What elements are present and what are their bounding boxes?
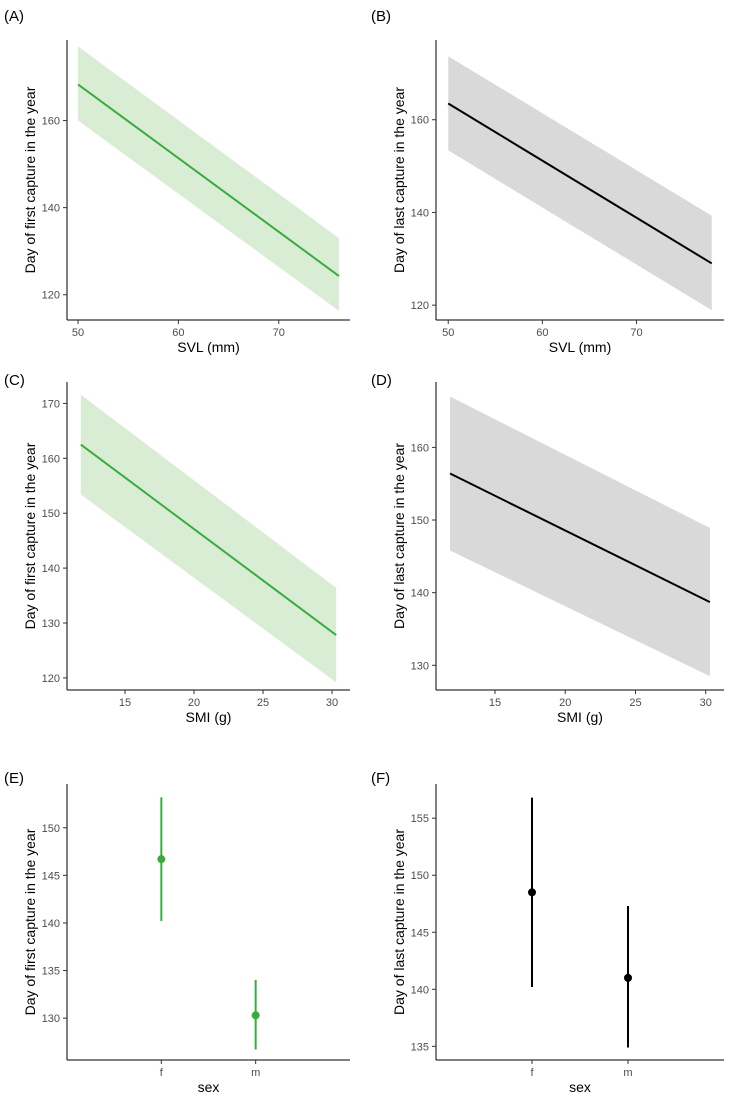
- confidence-band-c: [80, 394, 337, 683]
- y-tick-label: 140: [411, 207, 429, 219]
- x-tick-label: 60: [172, 327, 184, 339]
- x-tick-label: 25: [629, 697, 641, 709]
- fit-line-d: [449, 472, 711, 604]
- point-estimate-e-m: [251, 1011, 260, 1020]
- fit-line-b: [447, 102, 713, 265]
- y-tick-label: 155: [411, 813, 429, 825]
- x-tick-label: 20: [188, 697, 200, 709]
- confidence-band-a: [78, 46, 339, 311]
- y-axis-label-c: Day of first capture in the year: [22, 442, 38, 629]
- y-tick-label: 160: [42, 453, 60, 465]
- x-tick-label: m: [251, 1067, 260, 1079]
- y-axis-label-e: Day of first capture in the year: [22, 828, 38, 1015]
- y-tick-label: 140: [42, 563, 60, 575]
- x-axis-label-a: SVL (mm): [177, 339, 239, 355]
- x-tick-label: 50: [72, 327, 84, 339]
- y-tick-label: 170: [42, 398, 60, 410]
- panel-b: (B) 120 140 160 50 60 70 SVL (mm) Day of last ca…: [371, 8, 724, 355]
- x-axis-label-f: sex: [569, 1079, 591, 1095]
- panel-f: (F) 135 140 145 150 155 f m sex Day of last captu…: [371, 770, 724, 1095]
- y-tick-label: 145: [411, 927, 429, 939]
- y-tick-label: 135: [42, 966, 60, 978]
- x-tick-label: 15: [489, 697, 501, 709]
- y-axis-label-d: Day of last capture in the year: [391, 443, 407, 629]
- panel-title-b: (B): [371, 8, 391, 25]
- x-tick-label: 70: [273, 327, 285, 339]
- panel-d: (D) 130 140 150 160 15 20 25 30 SMI (g) Day of las…: [371, 372, 724, 725]
- panel-a: (A) 120 140 160 50 60 70 SVL (mm) Day of first c…: [4, 8, 350, 355]
- panel-title-f: (F): [371, 770, 390, 787]
- x-tick-label: f: [160, 1067, 164, 1079]
- y-tick-label: 135: [411, 1041, 429, 1053]
- point-estimate-f-f: [528, 888, 536, 897]
- y-tick-label: 140: [42, 918, 60, 930]
- panel-title-c: (C): [4, 372, 25, 389]
- x-tick-label: 15: [119, 697, 131, 709]
- y-tick-label: 120: [411, 300, 429, 312]
- y-axis-label-f: Day of last capture in the year: [391, 829, 407, 1015]
- y-tick-label: 140: [411, 984, 429, 996]
- x-tick-label: 60: [536, 327, 548, 339]
- y-tick-label: 150: [411, 515, 429, 527]
- x-tick-label: 70: [630, 327, 642, 339]
- point-estimate-f-m: [624, 973, 632, 982]
- y-tick-label: 160: [42, 116, 60, 128]
- x-tick-label: 20: [559, 697, 571, 709]
- y-axis-label-b: Day of last capture in the year: [391, 87, 407, 273]
- y-tick-label: 150: [42, 508, 60, 520]
- point-estimate-e-f: [157, 855, 166, 864]
- y-tick-label: 150: [42, 823, 60, 835]
- y-tick-label: 150: [411, 870, 429, 882]
- x-tick-label: f: [530, 1067, 534, 1079]
- x-axis-label-e: sex: [198, 1079, 220, 1095]
- x-axis-label-c: SMI (g): [186, 709, 232, 725]
- x-tick-label: 30: [326, 697, 338, 709]
- y-tick-label: 140: [411, 588, 429, 600]
- x-tick-label: 30: [700, 697, 712, 709]
- panel-title-d: (D): [371, 372, 392, 389]
- y-tick-label: 140: [42, 203, 60, 215]
- y-tick-label: 120: [42, 290, 60, 302]
- x-tick-label: 25: [257, 697, 269, 709]
- y-tick-label: 145: [42, 870, 60, 882]
- panel-title-e: (E): [4, 770, 24, 787]
- y-tick-label: 120: [42, 673, 60, 685]
- panel-c: (C) 120 130 140 150 160 170 15 20 25 30 SMI (g) Day …: [4, 372, 350, 725]
- y-axis-label-a: Day of first capture in the year: [22, 86, 38, 273]
- panel-title-a: (A): [4, 8, 24, 25]
- x-tick-label: 50: [442, 327, 454, 339]
- y-tick-label: 160: [411, 115, 429, 127]
- y-tick-label: 130: [411, 660, 429, 672]
- x-axis-label-d: SMI (g): [557, 709, 603, 725]
- panel-e: (E) 130 135 140 145 150 f m sex Day of first capt…: [4, 770, 350, 1095]
- fit-line-a: [77, 83, 340, 277]
- y-tick-label: 130: [42, 1013, 60, 1025]
- fit-line-c: [80, 443, 337, 636]
- x-tick-label: m: [623, 1067, 632, 1079]
- y-tick-label: 130: [42, 618, 60, 630]
- x-axis-label-b: SVL (mm): [549, 339, 611, 355]
- y-tick-label: 160: [411, 442, 429, 454]
- confidence-band-d: [450, 396, 710, 677]
